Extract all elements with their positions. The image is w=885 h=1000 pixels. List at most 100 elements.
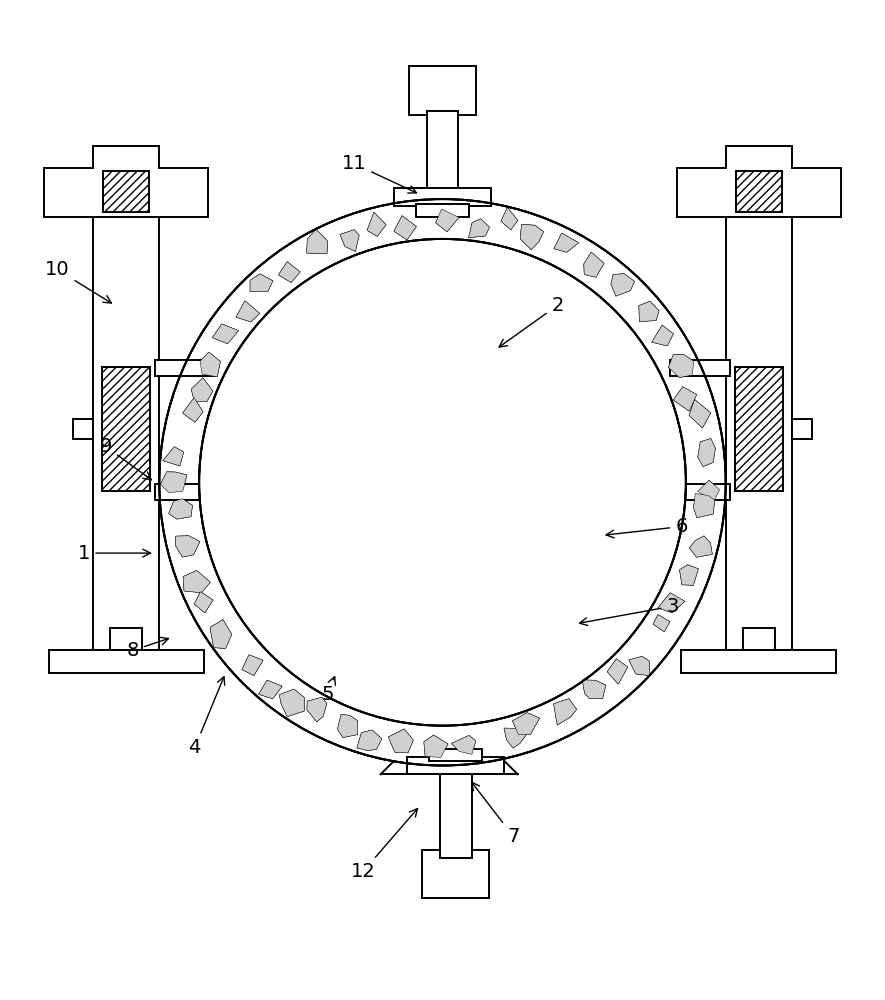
Polygon shape (512, 713, 540, 734)
Polygon shape (469, 219, 489, 238)
Polygon shape (357, 730, 381, 751)
Circle shape (199, 239, 686, 726)
Polygon shape (554, 233, 579, 252)
Text: 1: 1 (78, 544, 150, 563)
Polygon shape (182, 398, 203, 422)
Polygon shape (582, 680, 606, 699)
Polygon shape (242, 655, 263, 675)
Polygon shape (250, 274, 273, 292)
Polygon shape (607, 659, 627, 684)
Polygon shape (236, 301, 259, 322)
Polygon shape (743, 628, 775, 650)
Polygon shape (658, 593, 685, 613)
Polygon shape (694, 493, 715, 518)
Polygon shape (697, 480, 720, 501)
Polygon shape (440, 770, 472, 858)
Polygon shape (212, 324, 238, 344)
Polygon shape (611, 274, 635, 296)
Polygon shape (183, 571, 211, 593)
Polygon shape (163, 447, 184, 466)
Polygon shape (169, 499, 193, 519)
Text: 7: 7 (472, 782, 519, 846)
Text: 5: 5 (321, 677, 335, 704)
Polygon shape (697, 439, 715, 467)
Polygon shape (389, 729, 413, 753)
Polygon shape (169, 499, 193, 519)
Polygon shape (501, 207, 518, 230)
Polygon shape (629, 656, 650, 676)
Polygon shape (409, 66, 476, 115)
Polygon shape (584, 252, 604, 277)
Polygon shape (49, 650, 204, 673)
Polygon shape (306, 229, 327, 253)
Polygon shape (160, 472, 187, 493)
Polygon shape (469, 219, 489, 238)
Polygon shape (394, 216, 417, 240)
Polygon shape (653, 615, 670, 632)
Polygon shape (658, 593, 685, 613)
Polygon shape (639, 301, 659, 322)
Polygon shape (671, 484, 730, 500)
Polygon shape (93, 217, 159, 650)
Polygon shape (110, 628, 142, 650)
Polygon shape (611, 274, 635, 296)
Polygon shape (367, 212, 386, 236)
Polygon shape (416, 204, 469, 217)
Polygon shape (582, 680, 606, 699)
Polygon shape (554, 699, 577, 725)
Text: 11: 11 (342, 154, 417, 193)
Polygon shape (163, 447, 184, 466)
Polygon shape (697, 480, 720, 501)
Polygon shape (520, 224, 543, 250)
Text: 6: 6 (606, 517, 688, 538)
Polygon shape (680, 565, 698, 585)
Polygon shape (584, 252, 604, 277)
Polygon shape (429, 749, 482, 761)
Text: 9: 9 (100, 437, 151, 480)
Polygon shape (422, 850, 489, 898)
Text: 8: 8 (127, 637, 168, 660)
Polygon shape (671, 360, 730, 376)
Polygon shape (607, 659, 627, 684)
Polygon shape (735, 171, 782, 212)
Polygon shape (191, 378, 213, 402)
Text: 10: 10 (45, 260, 112, 303)
Polygon shape (367, 212, 386, 236)
Polygon shape (183, 571, 211, 593)
Polygon shape (689, 399, 711, 428)
Polygon shape (337, 714, 358, 738)
Polygon shape (258, 680, 282, 699)
Text: 3: 3 (580, 597, 679, 626)
Polygon shape (307, 697, 327, 722)
Polygon shape (200, 352, 220, 377)
Polygon shape (279, 262, 300, 282)
Polygon shape (103, 171, 150, 212)
Polygon shape (673, 387, 696, 411)
Polygon shape (639, 301, 659, 322)
Polygon shape (792, 419, 812, 439)
Polygon shape (435, 209, 459, 232)
Polygon shape (155, 484, 214, 500)
Polygon shape (451, 735, 476, 754)
Polygon shape (306, 229, 327, 253)
Polygon shape (394, 216, 417, 240)
Polygon shape (668, 355, 694, 378)
Polygon shape (337, 714, 358, 738)
Polygon shape (407, 757, 504, 774)
Polygon shape (651, 325, 673, 346)
Polygon shape (554, 233, 579, 252)
Polygon shape (735, 367, 783, 491)
Polygon shape (175, 536, 200, 557)
Polygon shape (280, 689, 304, 717)
Polygon shape (280, 689, 304, 717)
Polygon shape (427, 111, 458, 192)
Polygon shape (175, 536, 200, 557)
Polygon shape (689, 536, 712, 557)
Polygon shape (677, 146, 841, 217)
Polygon shape (389, 729, 413, 753)
Polygon shape (258, 680, 282, 699)
Polygon shape (689, 399, 711, 428)
Polygon shape (73, 419, 93, 439)
Polygon shape (307, 697, 327, 722)
Polygon shape (194, 592, 213, 613)
